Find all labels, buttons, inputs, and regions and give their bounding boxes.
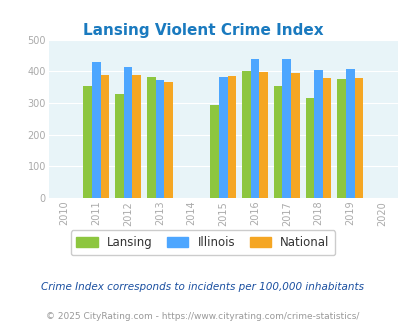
Bar bbox=[132, 75, 141, 198]
Bar bbox=[290, 73, 299, 198]
Bar bbox=[83, 85, 92, 198]
Bar bbox=[337, 79, 345, 198]
Text: Crime Index corresponds to incidents per 100,000 inhabitants: Crime Index corresponds to incidents per… bbox=[41, 282, 364, 292]
Bar bbox=[242, 71, 250, 198]
Bar bbox=[164, 82, 172, 198]
Bar bbox=[354, 78, 362, 198]
Bar bbox=[313, 70, 322, 198]
Text: © 2025 CityRating.com - https://www.cityrating.com/crime-statistics/: © 2025 CityRating.com - https://www.city… bbox=[46, 312, 359, 321]
Text: Lansing Violent Crime Index: Lansing Violent Crime Index bbox=[83, 23, 322, 38]
Bar bbox=[115, 94, 124, 198]
Bar bbox=[147, 77, 155, 198]
Bar bbox=[282, 59, 290, 198]
Bar bbox=[273, 86, 282, 198]
Bar bbox=[322, 78, 330, 198]
Bar bbox=[227, 76, 236, 198]
Bar bbox=[100, 75, 109, 198]
Bar bbox=[124, 67, 132, 198]
Bar bbox=[92, 62, 100, 198]
Bar bbox=[155, 81, 164, 198]
Bar bbox=[259, 72, 267, 198]
Bar bbox=[218, 77, 227, 198]
Bar bbox=[250, 59, 259, 198]
Bar bbox=[210, 105, 218, 198]
Legend: Lansing, Illinois, National: Lansing, Illinois, National bbox=[70, 230, 335, 255]
Bar bbox=[345, 69, 354, 198]
Bar bbox=[305, 98, 313, 198]
